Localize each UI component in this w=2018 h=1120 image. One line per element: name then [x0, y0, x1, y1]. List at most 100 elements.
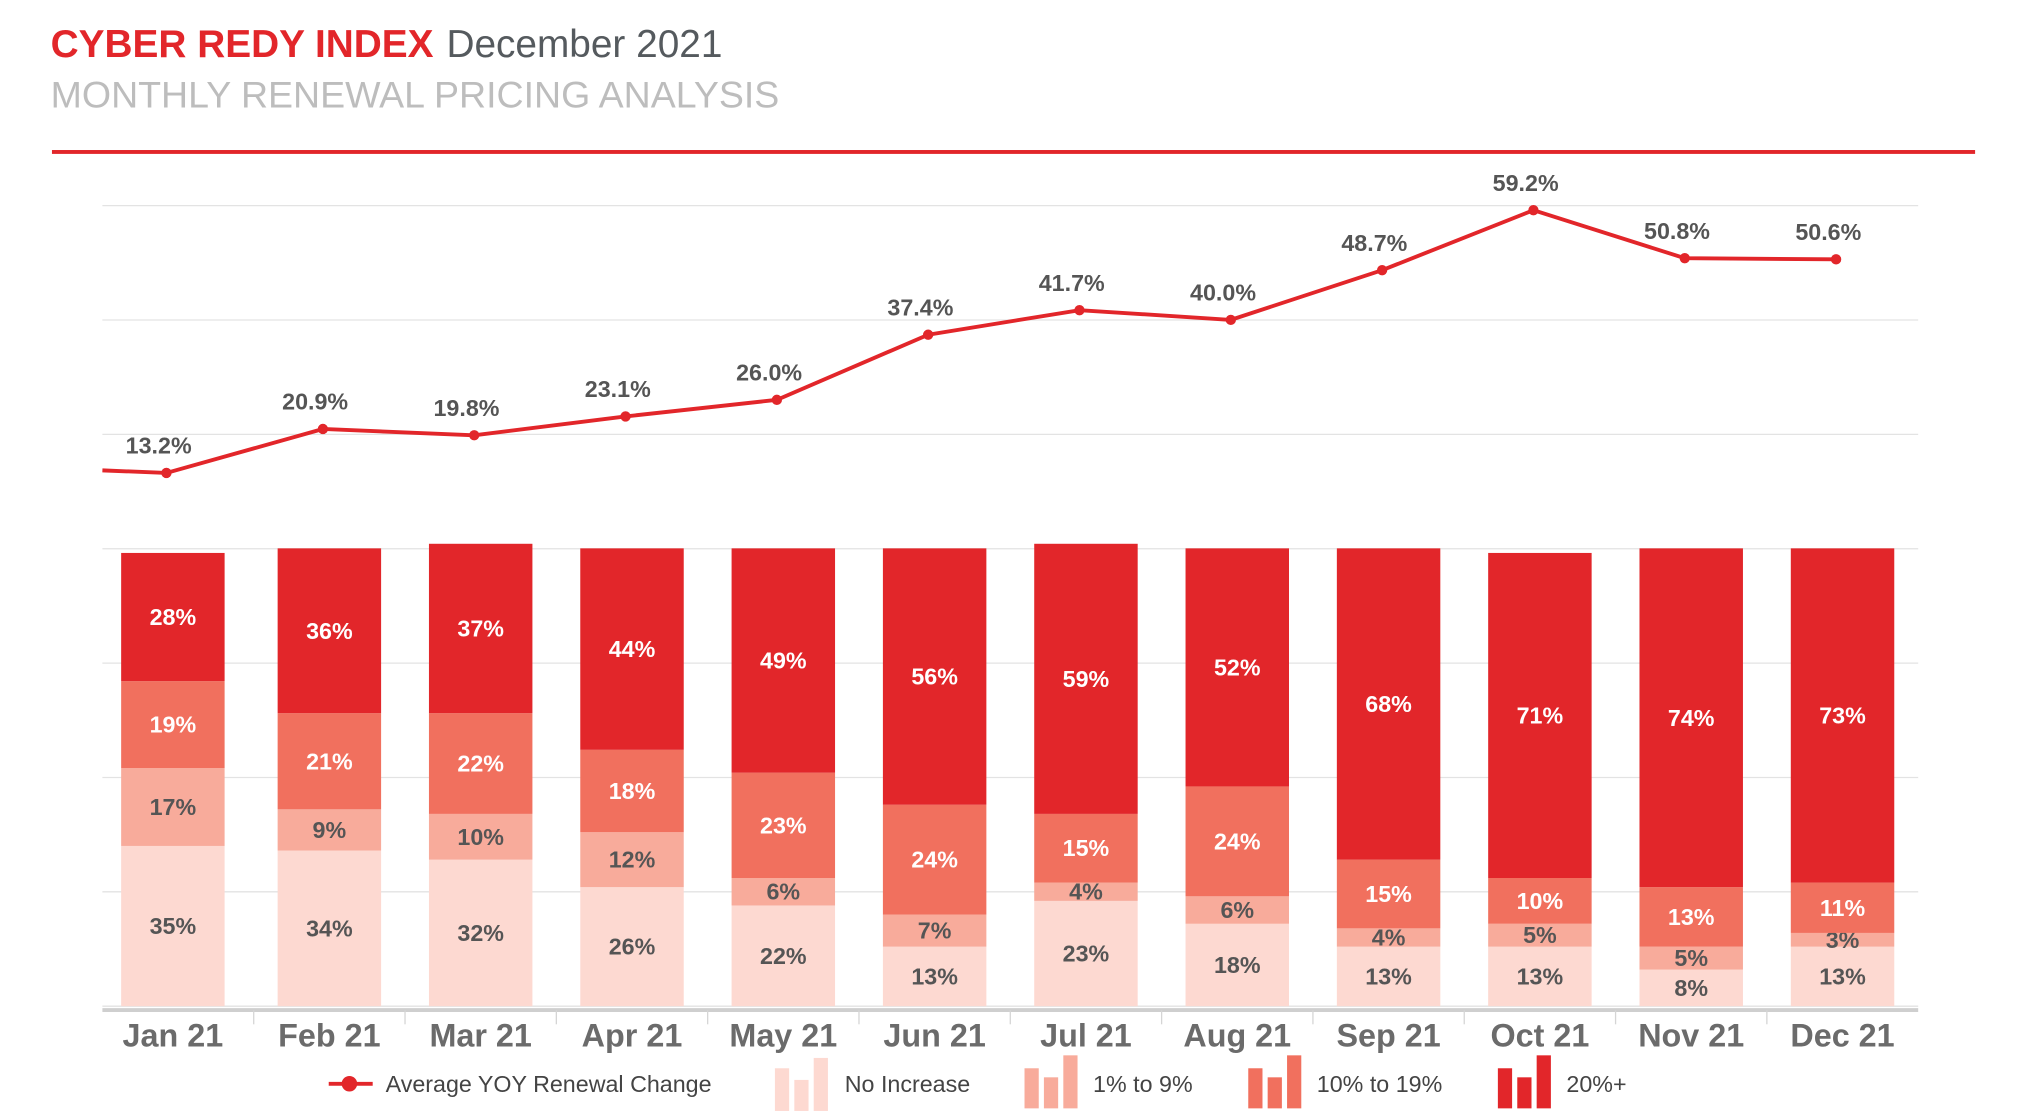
segment-label: 21% — [306, 748, 353, 774]
bar-segment — [428, 859, 533, 1007]
line-point-label: 19.8% — [433, 395, 499, 421]
bar-segment — [1185, 896, 1289, 924]
segment-label: 24% — [1214, 828, 1261, 854]
line-point-label: 50.6% — [1795, 219, 1861, 245]
bar-segment — [1336, 548, 1441, 860]
bar-segment — [1488, 923, 1592, 947]
bar-stack: 13% 4% 15% 68% — [1336, 548, 1441, 1007]
legend-20-plus-label: 20%+ — [1566, 1071, 1626, 1097]
line-point-label: 20.9% — [282, 389, 348, 415]
line-point — [1074, 304, 1085, 316]
bar-segment — [428, 543, 533, 714]
category-label: Oct 21 — [1490, 1017, 1589, 1053]
bar-segment — [1488, 877, 1592, 924]
line-point — [1830, 254, 1842, 265]
bar-segment — [1790, 932, 1895, 947]
segment-label: 28% — [150, 604, 197, 630]
bar-stack: 34% 9% 21% 36% — [277, 548, 382, 1007]
segment-label: 23% — [760, 812, 807, 838]
category-label: May 21 — [729, 1017, 837, 1053]
category-label: Dec 21 — [1790, 1017, 1894, 1053]
line-point-label: 50.8% — [1644, 218, 1710, 244]
line-point — [922, 329, 934, 340]
line-point-label: 37.4% — [887, 294, 953, 320]
bar-stack: 22% 6% 23% 49% — [731, 548, 836, 1007]
segment-label: 23% — [1063, 941, 1110, 967]
bar-segment — [1639, 946, 1743, 970]
bar-segment — [1639, 969, 1743, 1007]
legend-10-19-label: 10% to 19% — [1317, 1071, 1442, 1097]
segment-label: 13% — [1819, 963, 1866, 989]
bar-segment — [1034, 543, 1138, 814]
segment-label: 36% — [306, 618, 353, 644]
bar-segment — [1639, 548, 1743, 888]
legend-1-9-icon — [1024, 1055, 1078, 1109]
bar-segment — [1488, 552, 1592, 878]
line-point — [1225, 314, 1236, 326]
bar-segment — [121, 768, 225, 846]
segment-label: 18% — [1214, 952, 1261, 978]
bar-segment — [1336, 928, 1441, 947]
bar-stack: 18% 6% 24% 52% — [1185, 548, 1289, 1007]
category-label: Sep 21 — [1336, 1017, 1440, 1053]
segment-label: 6% — [1220, 897, 1254, 923]
line-point-label: 59.2% — [1493, 170, 1559, 196]
line-series: 13.2% 20.9% 19.8% 23.1% 26.0% 37.4% 41.7% 40.0%… — [102, 170, 1862, 479]
segment-label: 68% — [1365, 691, 1412, 717]
bar-segment — [882, 804, 987, 915]
category-label: Jan 21 — [123, 1017, 224, 1053]
bar-segment — [277, 809, 382, 851]
segment-label: 13% — [1365, 963, 1412, 989]
line-point — [771, 394, 783, 406]
bar-segment — [121, 845, 225, 1007]
segment-label: 10% — [457, 824, 504, 850]
segment-label: 22% — [457, 751, 504, 777]
bar-segment — [1790, 946, 1895, 1007]
bar-segment — [580, 548, 684, 750]
title-date: December 2021 — [446, 23, 722, 66]
segment-label: 22% — [760, 943, 807, 969]
bar-stack: 23% 4% 15% 59% — [1034, 543, 1138, 1007]
line-point-label: 41.7% — [1039, 270, 1105, 296]
line-point — [1528, 205, 1539, 216]
line-point — [469, 430, 480, 441]
line-point — [161, 467, 172, 479]
bar-segment — [121, 681, 225, 769]
bar-segment — [882, 914, 987, 947]
bar-segment — [277, 548, 382, 714]
segment-label: 37% — [457, 615, 504, 641]
bar-segment — [1336, 859, 1441, 929]
line-point-label: 23.1% — [585, 376, 651, 402]
segment-label: 71% — [1517, 702, 1564, 728]
segment-label: 13% — [911, 963, 958, 989]
category-label: Aug 21 — [1183, 1017, 1291, 1053]
bar-segment — [428, 813, 533, 860]
legend-dot-icon — [341, 1076, 358, 1092]
bar-stack: 13% 7% 24% 56% — [882, 548, 987, 1007]
bar-segment — [1185, 786, 1289, 897]
bar-segment — [580, 887, 684, 1007]
line-point — [1679, 253, 1690, 264]
bar-segment — [277, 850, 382, 1007]
bars: 35% 17% 19% 28% 34% 9% 21% 36% 32% 10% 22% 37% 26% 12… — [121, 543, 1895, 1007]
bar-segment — [277, 713, 382, 810]
line-point-label: 13.2% — [126, 433, 192, 459]
bar-stack: 8% 5% 13% 74% — [1639, 548, 1743, 1007]
bar-segment — [1185, 923, 1289, 1007]
segment-label: 17% — [150, 794, 197, 820]
bar-segment — [731, 905, 836, 1007]
segment-label: 18% — [609, 778, 656, 804]
category-label: Nov 21 — [1638, 1017, 1744, 1053]
line-point — [620, 411, 631, 422]
bar-segment — [121, 552, 225, 682]
segment-label: 34% — [306, 915, 353, 941]
bar-stack: 32% 10% 22% 37% — [428, 543, 533, 1007]
bar-segment — [1185, 548, 1289, 787]
category-labels: Jan 21 Feb 21 Mar 21 Apr 21 May 21 Jun 21 Jul … — [123, 1010, 1895, 1053]
bar-segment — [1488, 946, 1592, 1007]
legend-line-label: Average YOY Renewal Change — [386, 1071, 712, 1097]
header-rule — [51, 150, 1976, 154]
line-point-label: 40.0% — [1190, 279, 1256, 305]
segment-label: 8% — [1674, 975, 1708, 1001]
